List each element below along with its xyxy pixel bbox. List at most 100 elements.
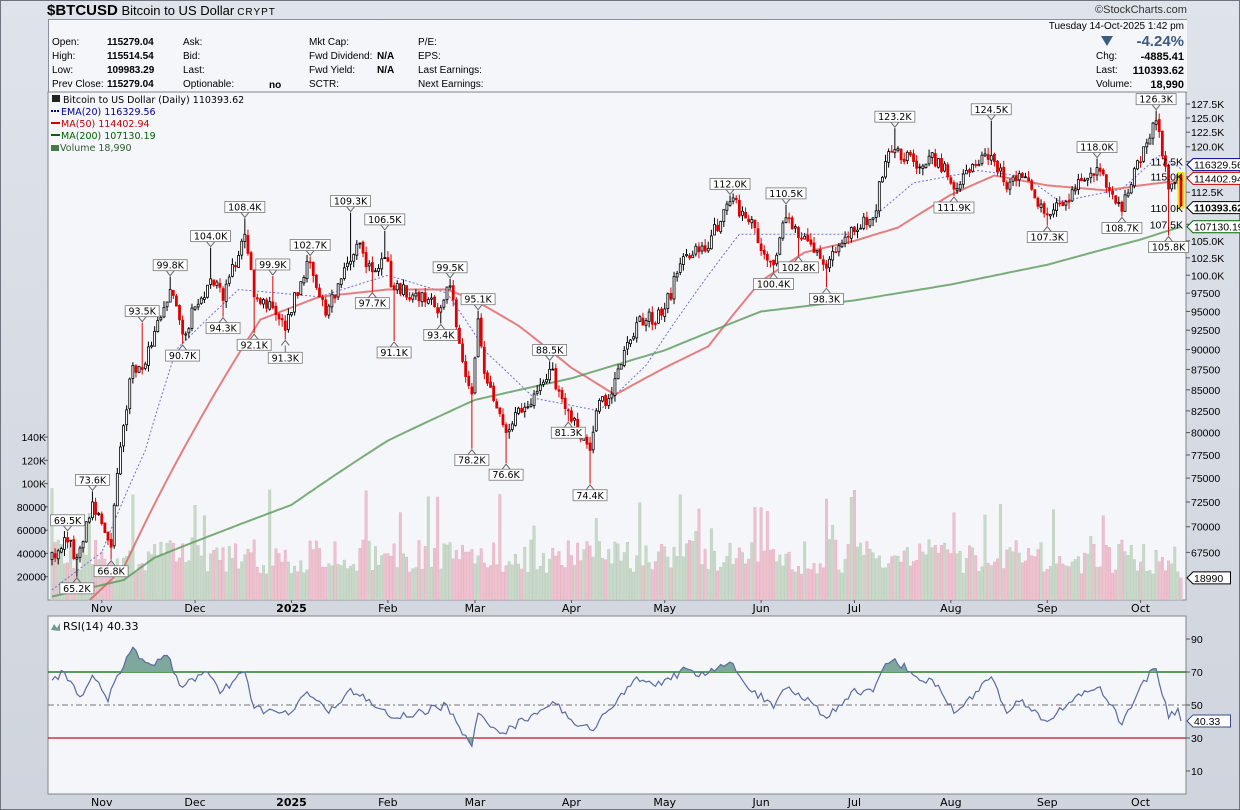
rsi-legend-icon [51,623,60,631]
volume-bar [669,567,673,601]
volume-bar [1151,573,1155,601]
volume-bar [386,553,390,601]
candle-body [1092,173,1096,176]
candle-body [100,513,104,524]
volume-bar [476,555,480,601]
volume-bar [778,554,782,601]
volume-bar [314,540,318,601]
candle-body [1080,177,1083,182]
volume-bar [162,554,166,601]
volume-bar [1080,573,1083,601]
candle-body [663,308,667,317]
volume-bar [451,558,455,601]
candle [520,403,524,413]
volume-bar [1117,543,1121,601]
candle [193,306,197,311]
candle [190,303,194,332]
candle-body [237,255,241,268]
volume-bar [283,549,287,601]
candle [246,229,250,256]
candle [616,364,620,380]
candle [996,159,999,176]
candle-body [570,410,573,422]
volume-bar [389,555,393,601]
candle-body [119,446,122,475]
candle [874,204,878,223]
volume-bar [517,563,520,601]
price-tick-label: 72500 [1191,497,1220,509]
candle-body [408,297,412,300]
price-annotation: 78.2K [454,448,490,467]
low-label: Low: [52,65,74,76]
candle-body [305,260,309,280]
candle [1136,159,1139,171]
ma200-value-tag: 107130.19 [1194,222,1240,234]
candle-legend-icon [52,95,60,102]
candle-body [143,363,147,369]
candle [548,361,552,384]
candle-body [386,257,390,262]
candle [613,371,617,402]
annotation-label: 92.1K [240,340,268,351]
candle [871,217,875,227]
fwd-dividend-label: Fwd Dividend: [309,51,373,62]
volume-bar [206,571,209,601]
volume-bar [887,563,891,601]
volume-bar [1005,549,1009,601]
stockcharts-logo[interactable]: ©StockCharts.com [1095,4,1187,16]
candle [514,406,517,427]
volume-bar [579,560,583,601]
annotation-label: 126.3K [1139,95,1173,106]
candle-body [902,158,906,162]
volume-bar [286,561,290,601]
candle [240,238,244,260]
annotation-box [460,293,496,306]
price-annotation: 104.0K [190,230,232,248]
candle [759,237,763,256]
candle-body [1070,189,1074,202]
candle-body [681,256,685,265]
candle [492,382,496,403]
volume-bar [1132,559,1136,601]
candle [1129,181,1133,195]
annotation-label: 106.5K [368,215,402,226]
high-value: 115514.54 [107,51,154,62]
candle [1101,168,1105,177]
chg-value: -4885.41 [1140,51,1184,63]
annotation-box [1076,141,1118,153]
candle-body [949,177,953,184]
candle-body [224,283,228,302]
volume-bar [1179,577,1183,601]
candle-body [274,305,278,315]
candle [91,491,94,521]
volume-bar [943,542,947,601]
candle [999,163,1003,177]
volume-bar [339,565,343,601]
volume-bar [803,541,807,601]
candle [1089,167,1093,184]
candle [314,274,318,290]
candle-body [812,242,816,253]
candle [507,423,511,439]
candle-body [112,504,116,547]
chg-label: Chg: [1096,51,1118,62]
candle-body [1061,201,1065,207]
volume-bar [134,571,138,601]
volume-bar [190,537,194,601]
legend-rsi: RSI(14) 40.33 [63,620,138,633]
candle [395,280,399,295]
annotation-box [364,213,406,226]
candle-body [1123,194,1127,212]
candle-body [193,306,197,310]
candle [1132,166,1136,189]
candle-body [790,217,794,230]
volume-bar [174,561,178,601]
candle [349,212,352,271]
candle-body [346,262,349,268]
legend-ema20: EMA(20) 116329.56 [61,107,156,118]
candle [1154,110,1158,131]
candle [632,332,636,341]
annotation-box [550,426,586,439]
volume-bar [159,541,163,601]
